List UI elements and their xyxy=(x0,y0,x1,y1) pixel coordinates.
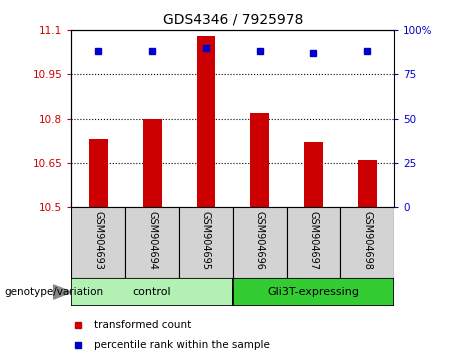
Bar xyxy=(71,207,125,278)
Text: Gli3T-expressing: Gli3T-expressing xyxy=(267,287,360,297)
Text: GSM904694: GSM904694 xyxy=(147,211,157,269)
Title: GDS4346 / 7925978: GDS4346 / 7925978 xyxy=(163,12,303,26)
Bar xyxy=(233,207,287,278)
Text: control: control xyxy=(133,287,171,297)
Bar xyxy=(125,207,179,278)
Bar xyxy=(340,207,394,278)
Text: transformed count: transformed count xyxy=(94,320,191,330)
Text: GSM904695: GSM904695 xyxy=(201,211,211,270)
Bar xyxy=(143,119,161,207)
Bar xyxy=(250,113,269,207)
Polygon shape xyxy=(53,285,71,299)
Text: GSM904693: GSM904693 xyxy=(93,211,103,269)
Bar xyxy=(233,278,394,306)
Text: genotype/variation: genotype/variation xyxy=(5,287,104,297)
Bar xyxy=(287,207,340,278)
Bar xyxy=(358,160,377,207)
Text: percentile rank within the sample: percentile rank within the sample xyxy=(94,340,270,350)
Bar xyxy=(71,278,233,306)
Bar xyxy=(179,207,233,278)
Text: GSM904698: GSM904698 xyxy=(362,211,372,269)
Text: GSM904697: GSM904697 xyxy=(308,211,319,270)
Bar xyxy=(196,36,215,207)
Bar xyxy=(89,139,108,207)
Text: GSM904696: GSM904696 xyxy=(254,211,265,269)
Bar xyxy=(304,142,323,207)
